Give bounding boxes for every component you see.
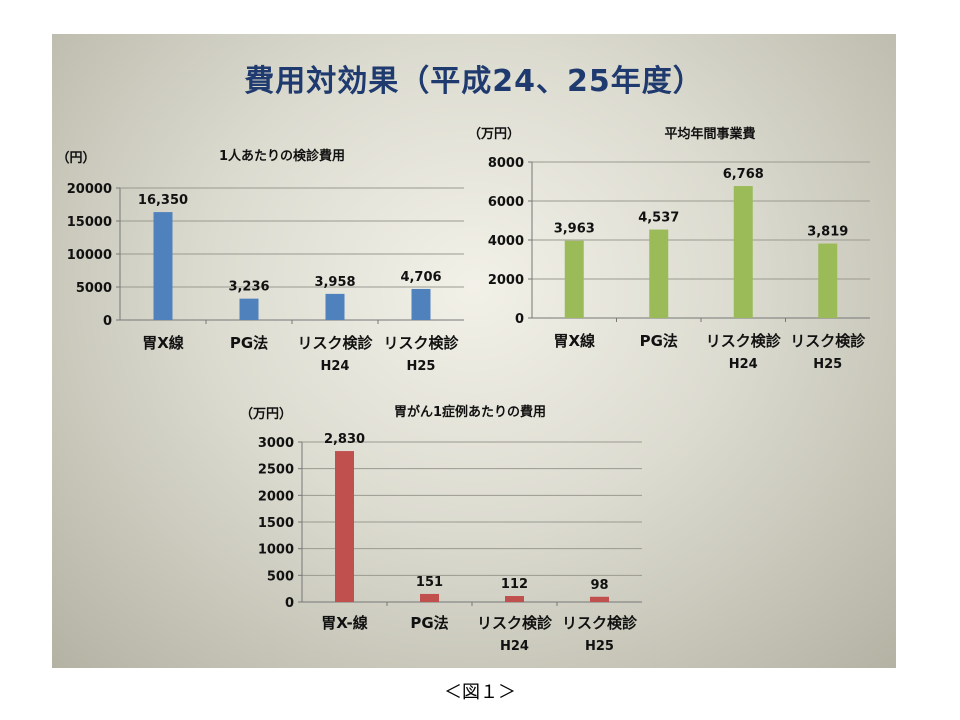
data-label: 98 bbox=[590, 578, 608, 593]
y-tick-label: 500 bbox=[267, 569, 294, 584]
x-tick-label: 胃X-線 bbox=[321, 614, 368, 632]
data-label: 2,830 bbox=[324, 432, 365, 447]
y-tick-label: 2500 bbox=[258, 463, 294, 478]
y-axis-unit-label: （万円） bbox=[240, 406, 292, 422]
y-tick-label: 8000 bbox=[488, 156, 524, 171]
y-axis-unit-label: （円） bbox=[56, 150, 95, 166]
x-tick-label: 胃X線 bbox=[142, 334, 184, 352]
chart-title: 1人あたりの検診費用 bbox=[219, 148, 345, 164]
y-tick-label: 0 bbox=[285, 596, 294, 611]
bar bbox=[420, 593, 439, 602]
bar bbox=[649, 229, 669, 318]
data-label: 3,958 bbox=[314, 275, 355, 290]
x-tick-label: リスク検診 bbox=[706, 332, 782, 350]
data-label: 3,236 bbox=[228, 280, 269, 295]
chart-title: 胃がん1症例あたりの費用 bbox=[394, 404, 546, 420]
y-tick-label: 2000 bbox=[488, 273, 524, 288]
y-tick-label: 0 bbox=[103, 314, 112, 329]
bar bbox=[325, 293, 345, 320]
bar bbox=[239, 298, 259, 320]
x-tick-label: リスク検診 bbox=[562, 614, 638, 632]
x-tick-label: H24 bbox=[500, 639, 529, 654]
y-tick-label: 4000 bbox=[488, 234, 524, 249]
y-tick-label: 1000 bbox=[258, 543, 294, 558]
y-tick-label: 2000 bbox=[258, 489, 294, 504]
data-label: 151 bbox=[416, 575, 443, 590]
y-tick-label: 0 bbox=[515, 312, 524, 327]
bar bbox=[733, 186, 753, 318]
data-label: 6,768 bbox=[723, 167, 764, 182]
y-axis-unit-label: （万円） bbox=[468, 126, 520, 142]
bar bbox=[335, 451, 354, 602]
x-tick-label: リスク検診 bbox=[297, 334, 373, 352]
x-tick-label: リスク検診 bbox=[477, 614, 553, 632]
y-tick-label: 6000 bbox=[488, 195, 524, 210]
data-label: 4,537 bbox=[638, 211, 679, 226]
page-title: 費用対効果（平成24、25年度） bbox=[244, 64, 704, 99]
x-tick-label: リスク検診 bbox=[790, 332, 866, 350]
x-tick-label: H24 bbox=[729, 357, 758, 372]
bar bbox=[505, 596, 524, 602]
y-tick-label: 1500 bbox=[258, 516, 294, 531]
x-tick-label: PG法 bbox=[640, 332, 678, 350]
slide-background: 費用対効果（平成24、25年度） bbox=[52, 34, 896, 668]
bar bbox=[564, 240, 584, 318]
x-tick-label: リスク検診 bbox=[383, 334, 459, 352]
y-tick-label: 10000 bbox=[67, 248, 112, 263]
data-label: 4,706 bbox=[400, 270, 441, 285]
bar bbox=[590, 596, 609, 602]
figure-caption: ＜図１＞ bbox=[444, 682, 516, 703]
bar bbox=[411, 288, 431, 320]
x-tick-label: H25 bbox=[585, 639, 614, 654]
y-tick-label: 5000 bbox=[76, 281, 112, 296]
data-label: 112 bbox=[501, 577, 528, 592]
bar bbox=[153, 212, 173, 320]
y-tick-label: 20000 bbox=[67, 182, 112, 197]
chart-cost-per-cancer-case: 胃がん1症例あたりの費用 （万円） 0 500 1000 1500 2000 2500 3000… bbox=[240, 404, 642, 654]
x-tick-label: H24 bbox=[321, 359, 350, 374]
data-label: 16,350 bbox=[138, 193, 188, 208]
chart-annual-cost: 平均年間事業費 （万円） 0 2000 4000 6000 8000 3,963 胃X線 4,53… bbox=[468, 126, 870, 372]
data-label: 3,819 bbox=[807, 225, 848, 240]
y-tick-label: 3000 bbox=[258, 436, 294, 451]
x-tick-label: PG法 bbox=[230, 334, 268, 352]
data-label: 3,963 bbox=[554, 222, 595, 237]
chart-cost-per-person: 1人あたりの検診費用 （円） 0 5000 10000 15000 20000 16,350 胃… bbox=[56, 148, 464, 374]
x-tick-label: H25 bbox=[407, 359, 436, 374]
x-tick-label: PG法 bbox=[410, 614, 448, 632]
x-tick-label: 胃X線 bbox=[553, 332, 595, 350]
y-tick-label: 15000 bbox=[67, 215, 112, 230]
x-tick-label: H25 bbox=[813, 357, 842, 372]
chart-title: 平均年間事業費 bbox=[664, 126, 755, 142]
bar bbox=[818, 243, 838, 318]
